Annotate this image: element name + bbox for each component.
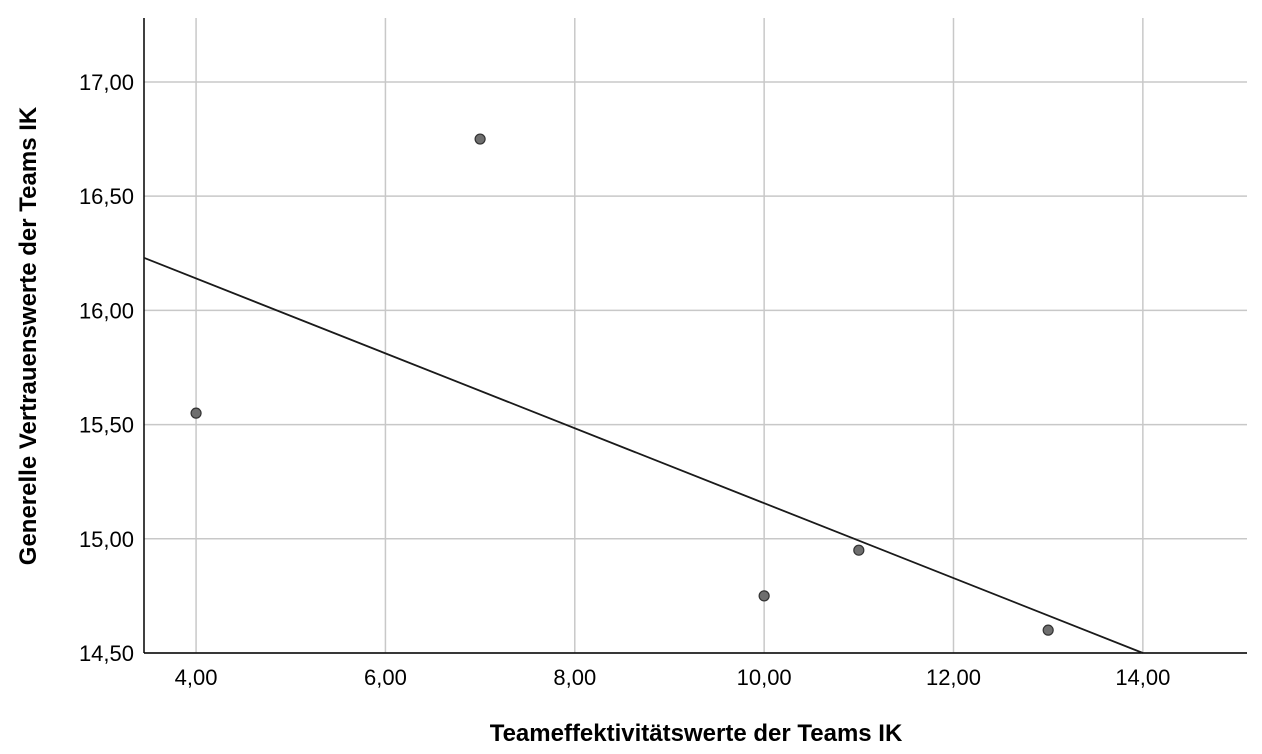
y-tick-label-4: 16,50 — [79, 184, 134, 209]
x-tick-label-1: 6,00 — [364, 665, 407, 690]
x-tick-label-3: 10,00 — [737, 665, 792, 690]
regression-line — [143, 257, 1144, 654]
x-tick-label-5: 14,00 — [1115, 665, 1170, 690]
data-point-3 — [853, 544, 865, 556]
x-tick-label-4: 12,00 — [926, 665, 981, 690]
data-points — [190, 133, 1054, 636]
grid-lines-y — [144, 81, 1247, 654]
fit-line-group — [143, 257, 1144, 654]
x-tick-label-0: 4,00 — [175, 665, 218, 690]
data-point-0 — [190, 407, 202, 419]
y-tick-label-0: 14,50 — [79, 641, 134, 666]
x-tick-labels: 4,00 6,00 8,00 10,00 12,00 14,00 — [175, 665, 1171, 690]
y-tick-label-3: 16,00 — [79, 298, 134, 323]
y-axis-title: Generelle Vertrauenswerte der Teams IK — [15, 106, 42, 565]
plot-frame — [143, 18, 1247, 654]
data-point-2 — [758, 590, 770, 602]
x-axis-title: Teameffektivitätswerte der Teams IK — [490, 720, 903, 747]
y-tick-label-2: 15,50 — [79, 413, 134, 438]
y-tick-label-5: 17,00 — [79, 70, 134, 95]
y-tick-label-1: 15,00 — [79, 527, 134, 552]
y-tick-labels: 14,50 15,00 15,50 16,00 16,50 17,00 — [79, 70, 134, 666]
x-tick-label-2: 8,00 — [553, 665, 596, 690]
grid-lines-x — [195, 18, 1144, 653]
data-point-1 — [474, 133, 486, 145]
data-point-4 — [1042, 624, 1054, 636]
